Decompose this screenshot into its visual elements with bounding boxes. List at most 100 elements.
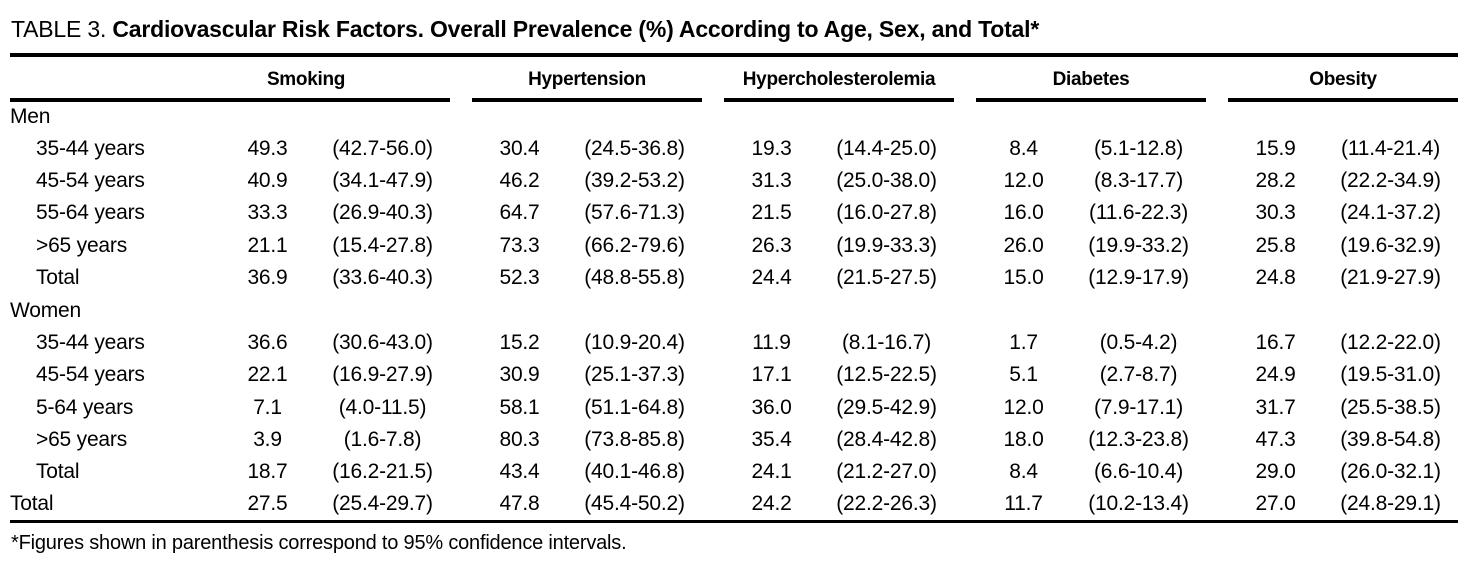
spacer-cell bbox=[702, 165, 724, 197]
spacer-cell bbox=[450, 424, 472, 456]
spacer-cell bbox=[702, 456, 724, 488]
ci-cell bbox=[819, 100, 954, 132]
ci-cell: (30.6-43.0) bbox=[332, 330, 433, 354]
value-cell bbox=[220, 100, 315, 132]
value-cell bbox=[1228, 100, 1323, 132]
ci-cell: (22.2-26.3) bbox=[819, 488, 955, 523]
ci-cell: (21.5-27.5) bbox=[836, 266, 937, 290]
ci-cell: (16.9-27.9) bbox=[332, 363, 433, 387]
value-cell: 12.0 bbox=[1003, 395, 1044, 419]
ci-cell: (19.6-32.9) bbox=[1340, 233, 1441, 257]
ci-cell: (21.9-27.9) bbox=[1340, 266, 1441, 290]
spacer-cell bbox=[702, 424, 724, 456]
value-cell: 11.9 bbox=[752, 330, 791, 354]
value-cell: 43.4 bbox=[499, 460, 540, 484]
ci-cell: (16.2-21.5) bbox=[332, 460, 433, 484]
value-cell: 30.9 bbox=[499, 363, 540, 387]
spacer-cell bbox=[702, 294, 724, 326]
table-row: 55-64 years 33.3 (26.9-40.3) 64.7 (57.6-71.3… bbox=[10, 197, 1458, 229]
value-cell: 16.0 bbox=[1003, 201, 1044, 225]
value-cell: 80.3 bbox=[499, 428, 540, 452]
spacer-cell bbox=[1206, 456, 1228, 488]
ci-cell: (19.9-33.2) bbox=[1088, 233, 1189, 257]
value-cell bbox=[724, 294, 819, 326]
column-group-obesity: Obesity bbox=[1228, 57, 1459, 102]
risk-factors-table: Smoking Hypertension Hypercholesterolemi… bbox=[10, 57, 1459, 523]
table-row: 5-64 years 7.1 (4.0-11.5) 58.1 (51.1-64.8) 36… bbox=[10, 392, 1458, 424]
row-label-cell: 5-64 years bbox=[36, 395, 134, 419]
value-cell: 40.9 bbox=[247, 168, 288, 192]
value-cell: 21.1 bbox=[247, 233, 288, 257]
spacer-cell bbox=[702, 132, 724, 164]
row-label-cell: 35-44 years bbox=[36, 330, 145, 354]
spacer-cell bbox=[450, 132, 472, 164]
ci-cell: (16.0-27.8) bbox=[836, 201, 937, 225]
value-cell: 1.7 bbox=[1009, 330, 1038, 354]
value-cell: 33.3 bbox=[247, 201, 288, 225]
ci-cell: (39.2-53.2) bbox=[584, 168, 685, 192]
spacer-cell bbox=[954, 392, 976, 424]
ci-cell bbox=[819, 294, 954, 326]
ci-cell: (8.1-16.7) bbox=[842, 330, 932, 354]
value-cell: 11.7 bbox=[976, 488, 1072, 523]
ci-cell: (1.6-7.8) bbox=[343, 428, 422, 452]
value-cell: 46.2 bbox=[499, 168, 540, 192]
table-number-label: TABLE 3. bbox=[11, 16, 107, 42]
ci-cell bbox=[567, 294, 702, 326]
section-row: Men bbox=[10, 100, 1458, 132]
ci-cell: (21.2-27.0) bbox=[836, 460, 937, 484]
row-label-cell: >65 years bbox=[36, 233, 128, 257]
ci-cell bbox=[1323, 100, 1458, 132]
table-title: TABLE 3. Cardiovascular Risk Factors. Ov… bbox=[10, 10, 1458, 57]
ci-cell: (48.8-55.8) bbox=[584, 266, 685, 290]
value-cell: 22.1 bbox=[247, 363, 288, 387]
value-cell: 58.1 bbox=[499, 395, 540, 419]
value-cell: 15.2 bbox=[499, 330, 540, 354]
value-cell: 16.7 bbox=[1255, 330, 1296, 354]
spacer-cell bbox=[954, 294, 976, 326]
value-cell bbox=[472, 100, 567, 132]
spacer-cell bbox=[954, 456, 976, 488]
value-cell: 8.4 bbox=[1009, 136, 1038, 160]
ci-cell bbox=[567, 100, 702, 132]
value-cell: 47.3 bbox=[1255, 428, 1296, 452]
row-label-cell: 55-64 years bbox=[36, 201, 145, 225]
ci-cell: (5.1-12.8) bbox=[1094, 136, 1184, 160]
row-label-cell: 45-54 years bbox=[36, 363, 145, 387]
ci-cell: (66.2-79.6) bbox=[584, 233, 685, 257]
value-cell: 49.3 bbox=[247, 136, 288, 160]
spacer-cell bbox=[954, 230, 976, 262]
value-cell: 7.1 bbox=[253, 395, 282, 419]
table-row: Total 27.5 (25.4-29.7) 47.8 (45.4-50.2) 24.2(… bbox=[10, 488, 1459, 523]
value-cell: 17.1 bbox=[751, 363, 792, 387]
spacer-cell bbox=[702, 100, 724, 132]
spacer-cell bbox=[702, 230, 724, 262]
spacer-cell bbox=[1206, 262, 1228, 294]
spacer-cell bbox=[1206, 132, 1228, 164]
value-cell: 12.0 bbox=[1003, 168, 1044, 192]
value-cell: 28.2 bbox=[1255, 168, 1296, 192]
ci-cell bbox=[315, 100, 450, 132]
value-cell: 21.5 bbox=[751, 201, 792, 225]
value-cell: 26.3 bbox=[751, 233, 792, 257]
value-cell: 24.2 bbox=[724, 488, 820, 523]
row-label-cell: Total bbox=[10, 488, 220, 523]
value-cell: 15.9 bbox=[1255, 136, 1296, 160]
ci-cell bbox=[1071, 294, 1206, 326]
spacer-cell bbox=[1206, 197, 1228, 229]
table-row: 45-54 years 22.1 (16.9-27.9) 30.9 (25.1-37.3… bbox=[10, 359, 1458, 391]
spacer-cell bbox=[954, 488, 977, 523]
ci-cell: (24.8-29.1) bbox=[1323, 488, 1459, 523]
spacer-cell bbox=[954, 57, 976, 100]
ci-cell: (7.9-17.1) bbox=[1094, 395, 1184, 419]
row-label-cell: Total bbox=[36, 460, 80, 484]
table-3-page: TABLE 3. Cardiovascular Risk Factors. Ov… bbox=[10, 10, 1459, 554]
table-row: 45-54 years 40.9 (34.1-47.9) 46.2 (39.2-53.2… bbox=[10, 165, 1458, 197]
ci-cell: (33.6-40.3) bbox=[332, 266, 433, 290]
value-cell: 29.0 bbox=[1255, 460, 1296, 484]
value-cell: 35.4 bbox=[751, 428, 792, 452]
table-row: >65 years 3.9 (1.6-7.8) 80.3 (73.8-85.8) 35.4… bbox=[10, 424, 1458, 456]
value-cell: 30.4 bbox=[499, 136, 540, 160]
row-label-cell: >65 years bbox=[36, 428, 128, 452]
spacer-cell bbox=[450, 100, 472, 132]
